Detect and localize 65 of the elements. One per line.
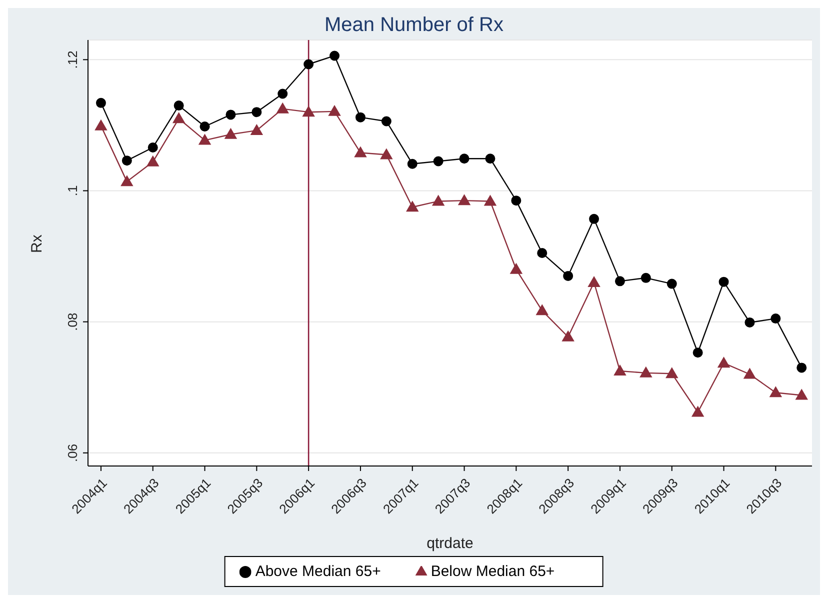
point xyxy=(148,142,158,152)
point xyxy=(770,314,781,324)
point xyxy=(250,124,263,135)
point xyxy=(562,330,574,342)
point xyxy=(484,195,496,206)
point xyxy=(304,59,314,70)
y-tick-label: .08 xyxy=(65,312,80,331)
point xyxy=(224,128,237,139)
point xyxy=(589,214,600,224)
point xyxy=(252,107,262,118)
point xyxy=(198,134,211,145)
point xyxy=(276,102,289,114)
point xyxy=(302,106,315,117)
point xyxy=(640,272,651,283)
point xyxy=(94,120,107,130)
point xyxy=(406,201,418,212)
point xyxy=(355,112,366,122)
point xyxy=(146,156,159,166)
y-axis-title: Rx xyxy=(28,234,46,253)
point xyxy=(718,357,730,368)
chart-title: Mean Number of Rx xyxy=(324,14,504,37)
point xyxy=(174,100,184,111)
point xyxy=(718,276,729,287)
point xyxy=(226,110,236,120)
point xyxy=(614,276,625,286)
point xyxy=(407,158,418,169)
point xyxy=(511,196,522,206)
point xyxy=(770,386,782,398)
point xyxy=(563,270,574,281)
point xyxy=(328,105,341,116)
point xyxy=(588,276,600,287)
point xyxy=(744,368,756,379)
point xyxy=(381,116,392,126)
point xyxy=(330,50,340,61)
point xyxy=(614,364,626,376)
point xyxy=(380,148,392,160)
point xyxy=(666,368,678,378)
y-tick-label: .06 xyxy=(65,444,80,462)
point xyxy=(692,348,703,358)
point xyxy=(432,195,444,206)
y-tick-label: .12 xyxy=(65,50,80,69)
point xyxy=(744,317,755,328)
point xyxy=(433,156,444,166)
point xyxy=(537,248,548,258)
point xyxy=(692,406,704,417)
point xyxy=(510,263,522,274)
point xyxy=(96,98,106,108)
point xyxy=(796,362,807,373)
y-tick-label: .1 xyxy=(65,185,80,196)
point xyxy=(172,112,185,124)
point xyxy=(640,366,652,378)
point xyxy=(122,156,132,166)
x-axis-title: qtrdate xyxy=(426,535,474,552)
legend-label: Below Median 65+ xyxy=(430,563,555,580)
point xyxy=(536,304,548,316)
point xyxy=(278,88,288,99)
point xyxy=(459,154,470,164)
point xyxy=(200,122,210,132)
point xyxy=(796,389,808,400)
point xyxy=(120,176,133,186)
point xyxy=(485,154,496,164)
legend-label: Above Median 65+ xyxy=(255,563,381,580)
point xyxy=(354,146,366,158)
point xyxy=(666,278,677,289)
point xyxy=(458,194,470,206)
